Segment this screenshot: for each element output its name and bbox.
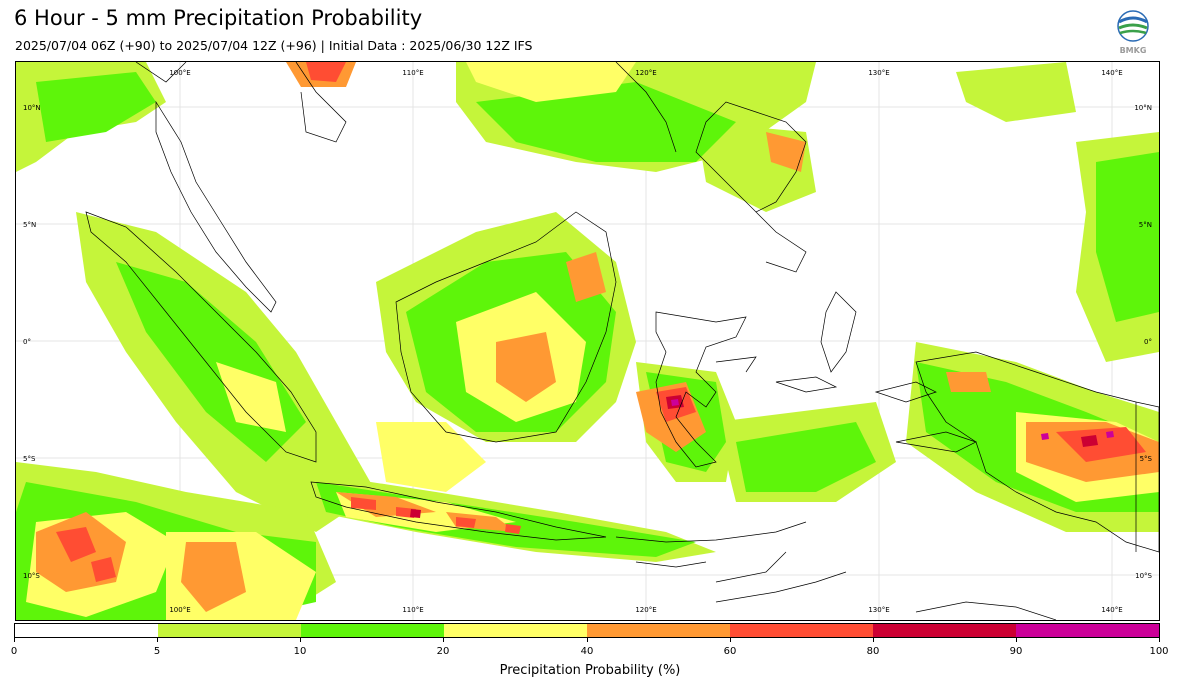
- colorbar-segment: [301, 624, 444, 637]
- lat-label-right: 5°N: [1139, 221, 1152, 229]
- colorbar-ticks: 0 5 10 20 40 60 80 90 100: [10, 638, 1169, 658]
- colorbar-tick: [14, 638, 15, 642]
- lon-label-bottom: 140°E: [1101, 606, 1122, 614]
- lat-label-right: 5°S: [1140, 455, 1153, 463]
- colorbar-tick: [1159, 638, 1160, 642]
- lon-label-top: 100°E: [169, 69, 190, 77]
- colorbar-tick-label: 100: [1149, 646, 1169, 657]
- lat-label-left: 5°S: [23, 455, 36, 463]
- colorbar-tick-label: 10: [293, 646, 307, 657]
- lon-label-bottom: 110°E: [402, 606, 423, 614]
- lon-label-bottom: 130°E: [868, 606, 889, 614]
- colorbar-segment: [873, 624, 1016, 637]
- map-canvas: 100°E 110°E 120°E 130°E 140°E 100°E 110°…: [16, 62, 1159, 620]
- colorbar-tick-label: 5: [153, 646, 161, 657]
- colorbar-tick: [730, 638, 731, 642]
- colorbar: [14, 623, 1160, 638]
- map-subtitle: 2025/07/04 06Z (+90) to 2025/07/04 12Z (…: [15, 38, 533, 53]
- colorbar-tick: [587, 638, 588, 642]
- colorbar-segment: [1016, 624, 1159, 637]
- colorbar-tick-label: 20: [436, 646, 450, 657]
- colorbar-tick-label: 0: [10, 646, 18, 657]
- lat-label-left: 10°N: [23, 104, 41, 112]
- colorbar-segment: [158, 624, 301, 637]
- lon-label-bottom: 120°E: [635, 606, 656, 614]
- colorbar-tick-label: 60: [723, 646, 737, 657]
- colorbar-label: Precipitation Probability (%): [499, 663, 681, 678]
- lat-label-left: 5°N: [23, 221, 36, 229]
- lon-label-top: 110°E: [402, 69, 423, 77]
- colorbar-tick: [443, 638, 444, 642]
- colorbar-tick-label: 40: [580, 646, 594, 657]
- colorbar-segment: [587, 624, 730, 637]
- colorbar-tick: [300, 638, 301, 642]
- lat-label-right: 10°N: [1134, 104, 1152, 112]
- colorbar-tick-label: 90: [1009, 646, 1023, 657]
- lat-label-left: 10°S: [23, 572, 40, 580]
- bmkg-logo: BMKG: [1113, 10, 1153, 56]
- lon-label-bottom: 100°E: [169, 606, 190, 614]
- colorbar-tick-label: 80: [866, 646, 880, 657]
- colorbar-segment: [444, 624, 587, 637]
- colorbar-segment: [15, 624, 158, 637]
- lat-label-left: 0°: [23, 338, 31, 346]
- lon-label-top: 120°E: [635, 69, 656, 77]
- lon-label-top: 130°E: [868, 69, 889, 77]
- colorbar-tick: [157, 638, 158, 642]
- colorbar-tick: [873, 638, 874, 642]
- colorbar-tick: [1016, 638, 1017, 642]
- precipitation-map: 100°E 110°E 120°E 130°E 140°E 100°E 110°…: [15, 61, 1160, 621]
- lat-label-right: 0°: [1144, 338, 1152, 346]
- colorbar-segment: [730, 624, 873, 637]
- lon-label-top: 140°E: [1101, 69, 1122, 77]
- map-title: 6 Hour - 5 mm Precipitation Probability: [14, 6, 423, 30]
- logo-text: BMKG: [1120, 46, 1147, 55]
- lat-label-right: 10°S: [1135, 572, 1152, 580]
